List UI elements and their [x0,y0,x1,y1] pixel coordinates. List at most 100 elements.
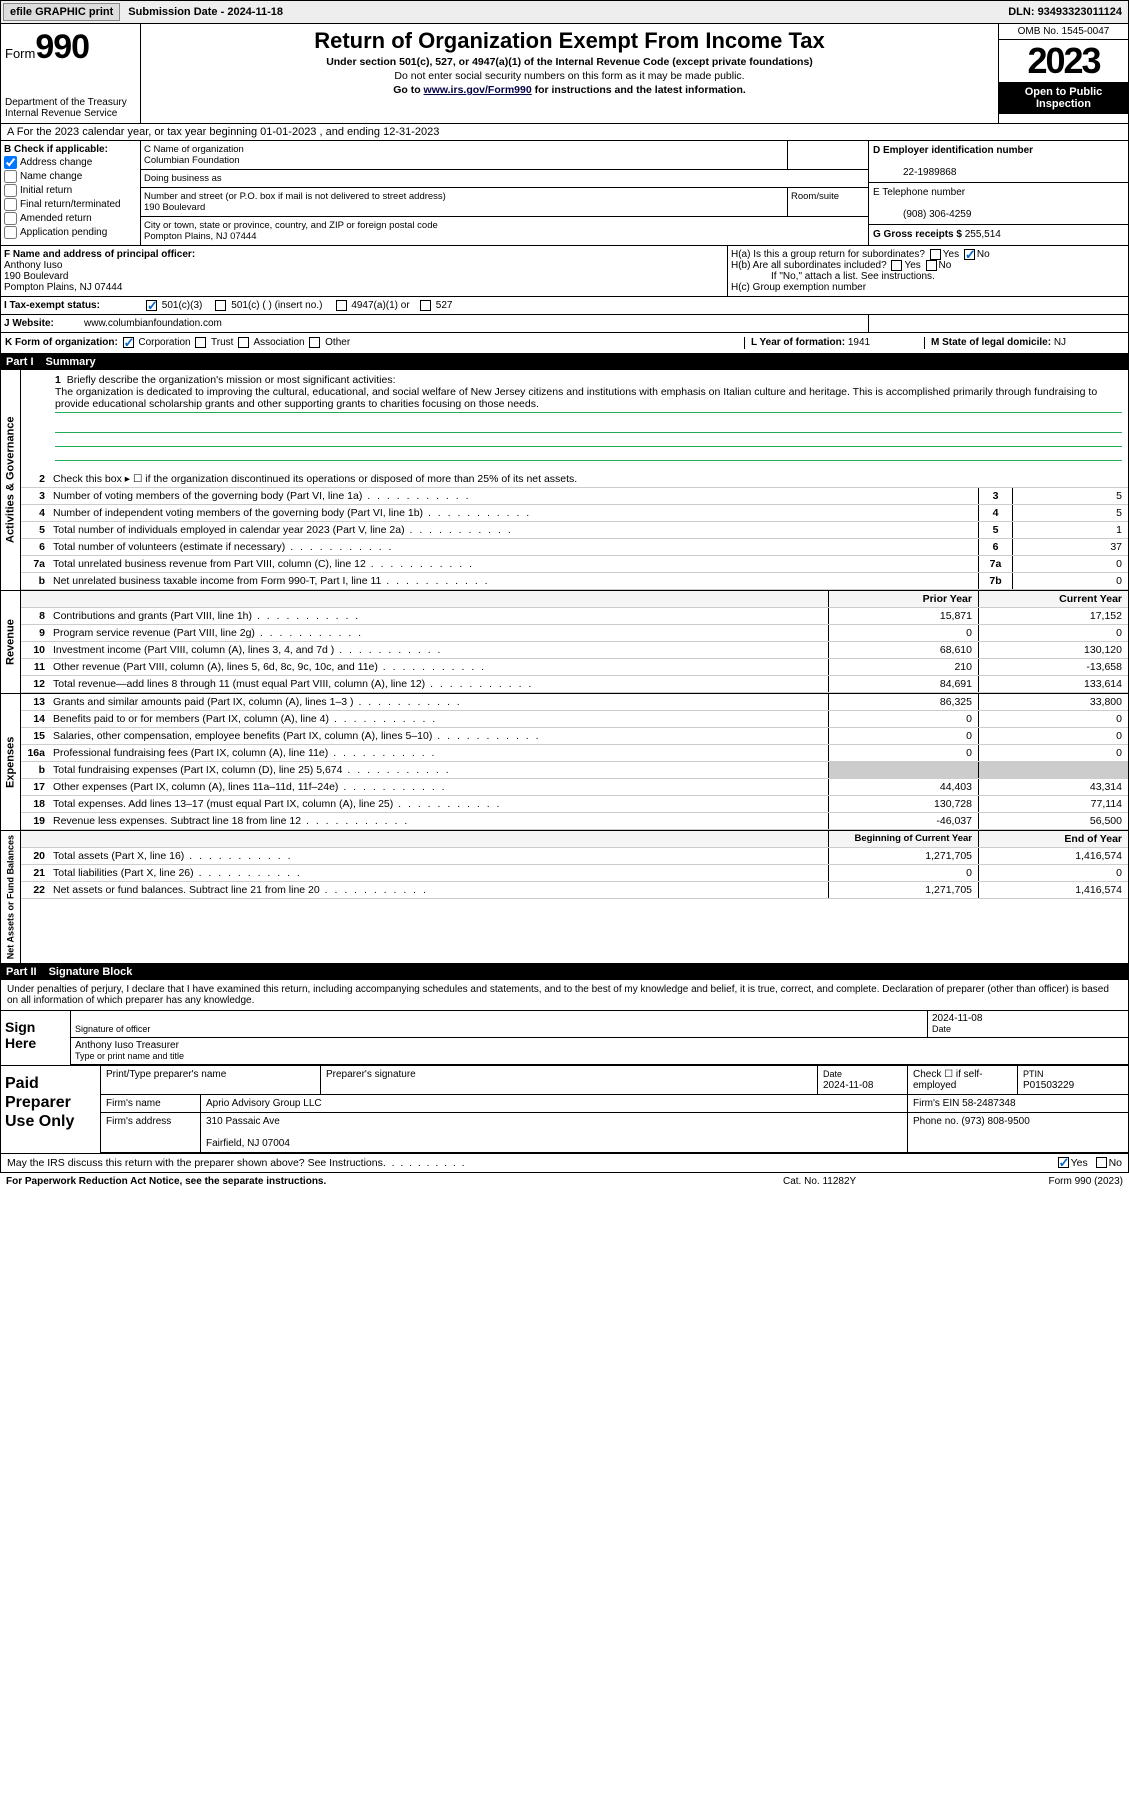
tax-year: 2023 [999,40,1128,82]
table-row: 13Grants and similar amounts paid (Part … [21,694,1128,711]
section-b: B Check if applicable: Address change Na… [1,141,141,245]
website-value: www.columbianfoundation.com [81,315,868,332]
hb-no[interactable] [926,260,937,271]
table-row: 22Net assets or fund balances. Subtract … [21,882,1128,899]
table-row: 17Other expenses (Part IX, column (A), l… [21,779,1128,796]
sig-officer: Signature of officer [71,1011,928,1037]
chk-4947[interactable] [336,300,347,311]
table-row: 10Investment income (Part VIII, column (… [21,642,1128,659]
vlabel-governance: Activities & Governance [1,370,21,590]
open-inspection: Open to Public Inspection [999,82,1128,114]
table-row: 4Number of independent voting members of… [21,505,1128,522]
discuss-yes[interactable] [1058,1157,1069,1168]
table-row: 12Total revenue—add lines 8 through 11 (… [21,676,1128,693]
firm-ein: Firm's EIN 58-2487348 [908,1095,1128,1112]
gross-label: G Gross receipts $ [873,229,965,240]
submission-date: Submission Date - 2024-11-18 [122,6,289,18]
chk-final-return[interactable]: Final return/terminated [4,198,137,211]
h-c: H(c) Group exemption number [731,282,1125,293]
table-row: 18Total expenses. Add lines 13–17 (must … [21,796,1128,813]
org-name-label: C Name of organization [144,144,244,155]
section-fh: F Name and address of principal officer:… [0,246,1129,297]
irs-label: Internal Revenue Service [5,108,136,119]
officer-city: Pompton Plains, NJ 07444 [4,282,122,293]
website-label: J Website: [1,315,81,332]
form-title: Return of Organization Exempt From Incom… [145,28,994,54]
declaration: Under penalties of perjury, I declare th… [1,980,1128,1010]
tel-label: E Telephone number [873,187,965,198]
firm-addr-label: Firm's address [101,1113,201,1152]
chk-initial-return[interactable]: Initial return [4,184,137,197]
chk-527[interactable] [420,300,431,311]
table-row: 11Other revenue (Part VIII, column (A), … [21,659,1128,676]
officer-label: F Name and address of principal officer: [4,249,195,260]
chk-corp[interactable] [123,337,134,348]
table-row: 14Benefits paid to or for members (Part … [21,711,1128,728]
prep-ptin: PTINP01503229 [1018,1066,1128,1094]
ein-value: 22-1989868 [873,167,956,178]
tel-value: (908) 306-4259 [873,209,971,220]
form-org-label: K Form of organization: [5,338,118,349]
chk-app-pending[interactable]: Application pending [4,226,137,239]
domicile: NJ [1054,337,1066,348]
ssn-warning: Do not enter social security numbers on … [145,70,994,82]
tax-exempt-label: I Tax-exempt status: [4,300,100,311]
form-subtitle: Under section 501(c), 527, or 4947(a)(1)… [145,56,994,68]
chk-501c3[interactable] [146,300,157,311]
prep-selfemp: Check ☐ if self-employed [908,1066,1018,1094]
form-number: Form990 [5,28,136,67]
part1-header: Part ISummary [0,354,1129,370]
h-a: H(a) Is this a group return for subordin… [731,249,925,260]
firm-addr: 310 Passaic AveFairfield, NJ 07004 [201,1113,908,1152]
chk-assoc[interactable] [238,337,249,348]
line-a: A For the 2023 calendar year, or tax yea… [0,124,1129,141]
table-row: 21Total liabilities (Part X, line 26)00 [21,865,1128,882]
table-row: bNet unrelated business taxable income f… [21,573,1128,590]
sign-here-label: Sign Here [1,1011,71,1065]
hb-yes[interactable] [891,260,902,271]
table-row: 16aProfessional fundraising fees (Part I… [21,745,1128,762]
mission-text: The organization is dedicated to improvi… [55,386,1122,413]
table-row: 19Revenue less expenses. Subtract line 1… [21,813,1128,830]
table-row: 2Check this box ▸ ☐ if the organization … [21,471,1128,488]
h-ifno: If "No," attach a list. See instructions… [731,271,1125,282]
chk-address-change[interactable]: Address change [4,156,137,169]
chk-name-change[interactable]: Name change [4,170,137,183]
room-label: Room/suite [788,188,868,216]
chk-amended[interactable]: Amended return [4,212,137,225]
part2-header: Part IISignature Block [0,964,1129,980]
officer-addr: 190 Boulevard [4,271,69,282]
efile-print-button[interactable]: efile GRAPHIC print [3,3,120,21]
irs-link[interactable]: www.irs.gov/Form990 [424,84,532,96]
mission: 1 Briefly describe the organization's mi… [21,370,1128,471]
chk-other[interactable] [309,337,320,348]
org-name: Columbian Foundation [144,155,240,166]
section-c: C Name of organizationColumbian Foundati… [141,141,868,245]
table-row: 9Program service revenue (Part VIII, lin… [21,625,1128,642]
ha-no[interactable] [964,249,975,260]
firm-phone: Phone no. (973) 808-9500 [908,1113,1128,1152]
cat-no: Cat. No. 11282Y [783,1176,983,1187]
year-formation: 1941 [848,337,870,348]
prep-date: Date2024-11-08 [818,1066,908,1094]
table-row: 6Total number of volunteers (estimate if… [21,539,1128,556]
table-row: 5Total number of individuals employed in… [21,522,1128,539]
section-klm: K Form of organization: Corporation Trus… [0,333,1129,353]
vlabel-revenue: Revenue [1,591,21,693]
h-b: H(b) Are all subordinates included? [731,260,887,271]
omb-number: OMB No. 1545-0047 [999,24,1128,40]
dln: DLN: 93493323011124 [1002,6,1128,18]
ha-yes[interactable] [930,249,941,260]
signature-block: Under penalties of perjury, I declare th… [0,980,1129,1173]
dept-treasury: Department of the Treasury [5,97,136,108]
addr-label: Number and street (or P.O. box if mail i… [144,191,446,202]
city-label: City or town, state or province, country… [144,220,438,231]
instructions-link: Go to www.irs.gov/Form990 for instructio… [145,84,994,96]
discuss-no[interactable] [1096,1157,1107,1168]
paid-preparer-label: Paid Preparer Use Only [1,1066,101,1153]
chk-trust[interactable] [195,337,206,348]
sig-name: Anthony Iuso TreasurerType or print name… [71,1038,1128,1064]
paperwork-notice: For Paperwork Reduction Act Notice, see … [6,1176,783,1187]
year-formation-label: L Year of formation: [751,337,848,348]
chk-501c[interactable] [215,300,226,311]
